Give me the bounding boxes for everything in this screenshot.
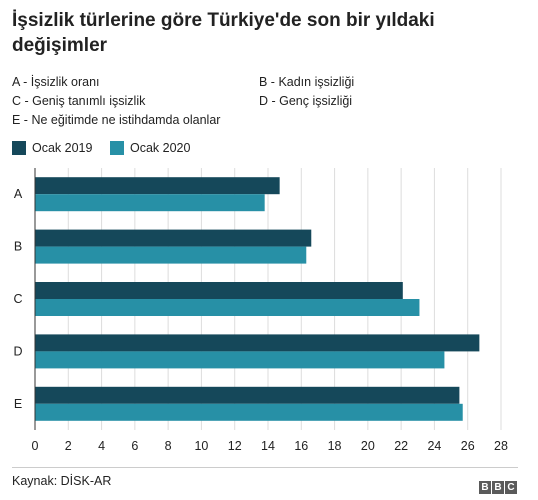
bbc-logo-letter: B xyxy=(492,481,504,494)
bar xyxy=(35,194,265,212)
bar xyxy=(35,282,403,299)
bar xyxy=(35,246,307,264)
bbc-logo-letter: C xyxy=(505,481,517,494)
x-tick-label: 0 xyxy=(32,439,39,453)
category-label: A xyxy=(14,187,23,201)
x-tick-label: 10 xyxy=(194,439,208,453)
legend-swatch-2020 xyxy=(110,141,124,155)
x-tick-label: 4 xyxy=(98,439,105,453)
x-tick-label: 8 xyxy=(165,439,172,453)
x-tick-label: 28 xyxy=(494,439,508,453)
x-tick-label: 24 xyxy=(427,439,441,453)
category-label: C xyxy=(13,292,22,306)
footer-divider xyxy=(12,467,518,468)
bar xyxy=(35,334,480,352)
legend-label-2020: Ocak 2020 xyxy=(130,141,191,155)
x-tick-label: 6 xyxy=(131,439,138,453)
legend-swatch-2019 xyxy=(12,141,26,155)
x-tick-label: 16 xyxy=(294,439,308,453)
bar xyxy=(35,177,280,195)
bar xyxy=(35,229,312,247)
key-item-d: D - Genç işsizliği xyxy=(259,94,353,108)
x-tick-label: 22 xyxy=(394,439,408,453)
bbc-logo-letter: B xyxy=(479,481,491,494)
key-item-e: E - Ne eğitimde ne istihdamda olanlar xyxy=(12,113,221,127)
x-tick-label: 20 xyxy=(361,439,375,453)
x-tick-label: 12 xyxy=(228,439,242,453)
key-item-c: C - Geniş tanımlı işsizlik xyxy=(12,94,146,108)
source-label: Kaynak: DİSK-AR xyxy=(12,474,112,488)
x-tick-label: 2 xyxy=(65,439,72,453)
key-item-b: B - Kadın işsizliği xyxy=(259,75,355,89)
x-tick-label: 14 xyxy=(261,439,275,453)
chart-title: İşsizlik türlerine göre Türkiye'de son b… xyxy=(12,10,435,56)
x-tick-label: 18 xyxy=(328,439,342,453)
key-item-a: A - İşsizlik oranı xyxy=(12,75,100,89)
x-tick-label: 26 xyxy=(461,439,475,453)
category-label: E xyxy=(14,397,22,411)
bar xyxy=(35,403,463,421)
bar xyxy=(35,351,445,369)
category-label: B xyxy=(14,240,22,254)
bar xyxy=(35,299,420,316)
category-label: D xyxy=(13,344,22,358)
legend-label-2019: Ocak 2019 xyxy=(32,141,93,155)
bar xyxy=(35,386,460,404)
